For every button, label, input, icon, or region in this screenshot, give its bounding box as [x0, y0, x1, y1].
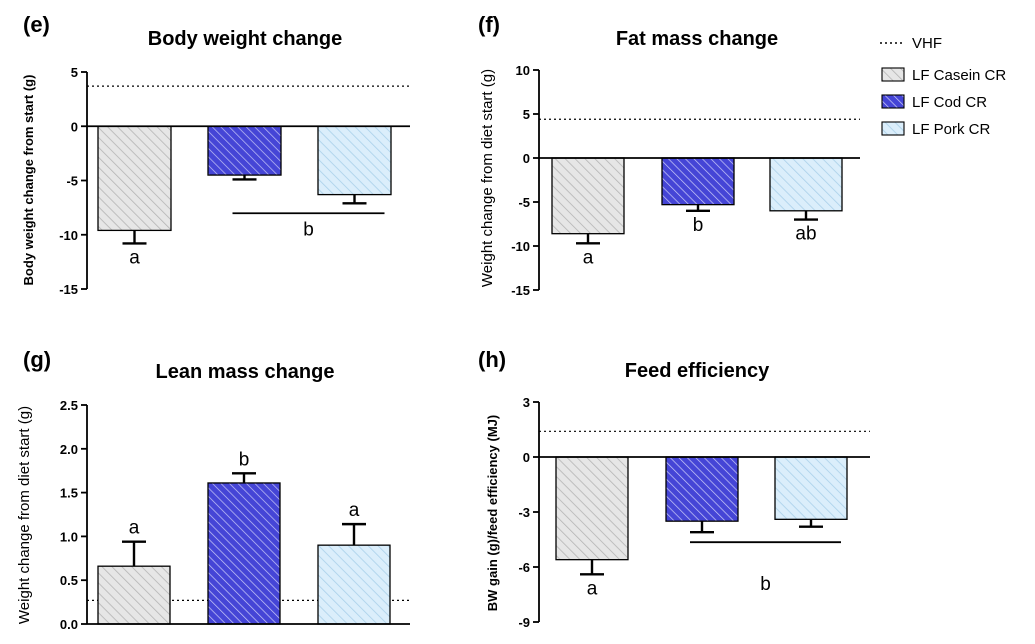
chart-title: Body weight change: [148, 28, 342, 50]
y-tick-label: 0: [523, 151, 530, 166]
bar: [97, 125, 172, 232]
y-tick-label: -10: [511, 239, 530, 254]
legend: VHF LF Casein CR LF Cod CR LF Pork CR: [880, 35, 1006, 138]
bar: [555, 456, 629, 561]
significance-label: ab: [795, 224, 816, 245]
legend-label: LF Cod CR: [912, 94, 987, 111]
panel-letter: (g): [23, 347, 51, 372]
chart-panel: (e) Body weight change Body weight change …: [21, 12, 410, 297]
bar: [317, 544, 391, 625]
y-tick-label: 5: [523, 107, 530, 122]
significance-label: b: [303, 219, 314, 240]
legend-label: VHF: [912, 35, 942, 52]
bar: [207, 482, 281, 625]
legend-swatch: [881, 121, 905, 136]
y-tick-label: 0.5: [60, 573, 78, 588]
y-tick-label: -5: [518, 195, 530, 210]
y-axis-label: Weight change from diet start (g): [479, 69, 496, 287]
significance-label: a: [583, 247, 594, 268]
y-tick-label: 10: [516, 63, 530, 78]
legend-swatch: [881, 94, 905, 109]
significance-label: a: [129, 518, 140, 539]
y-tick-label: 0.0: [60, 617, 78, 632]
y-tick-label: 1.0: [60, 529, 78, 544]
y-tick-label: -6: [518, 560, 530, 575]
chart-title: Lean mass change: [156, 361, 335, 383]
significance-label: a: [349, 500, 360, 521]
chart-title: Feed efficiency: [625, 360, 770, 382]
y-tick-label: -5: [66, 174, 78, 189]
bar: [97, 565, 171, 625]
bar: [769, 157, 843, 212]
y-tick-label: -10: [59, 228, 78, 243]
y-tick-label: 1.5: [60, 486, 78, 501]
significance-label: a: [587, 578, 598, 599]
chart-panel: (f) Fat mass change Weight change from die…: [478, 12, 860, 298]
y-tick-label: 2.0: [60, 442, 78, 457]
panel-letter: (e): [23, 12, 50, 37]
chart-title: Fat mass change: [616, 28, 778, 50]
chart-panel: (h) Feed efficiency BW gain (g)/feed effic…: [478, 347, 870, 630]
y-tick-label: 0: [523, 450, 530, 465]
y-axis-label: Body weight change from start (g): [21, 75, 36, 286]
significance-label: b: [239, 449, 250, 470]
bar: [774, 456, 848, 520]
y-tick-label: 0: [71, 119, 78, 134]
y-tick-label: 2.5: [60, 398, 78, 413]
legend-swatch: [881, 67, 905, 82]
y-axis-label: BW gain (g)/feed efficiency (MJ): [485, 415, 500, 611]
legend-label: LF Casein CR: [912, 67, 1006, 84]
y-tick-label: -9: [518, 615, 530, 630]
bar: [207, 125, 282, 176]
y-axis-label: Weight change from diet start (g): [16, 406, 33, 624]
panel-letter: (f): [478, 12, 500, 37]
y-tick-label: 5: [71, 65, 78, 80]
panel-letter: (h): [478, 347, 506, 372]
y-tick-label: -15: [511, 283, 530, 298]
chart-panel: (g) Lean mass change Weight change from di…: [16, 347, 410, 632]
y-tick-label: -3: [518, 505, 530, 520]
significance-label: b: [693, 215, 704, 236]
bar: [661, 157, 735, 206]
bar: [665, 456, 739, 522]
bar: [551, 157, 625, 235]
y-tick-label: 3: [523, 395, 530, 410]
legend-label: LF Pork CR: [912, 121, 991, 138]
bar: [317, 125, 392, 196]
y-tick-label: -15: [59, 282, 78, 297]
significance-label: a: [129, 247, 140, 268]
significance-label: b: [760, 574, 771, 595]
